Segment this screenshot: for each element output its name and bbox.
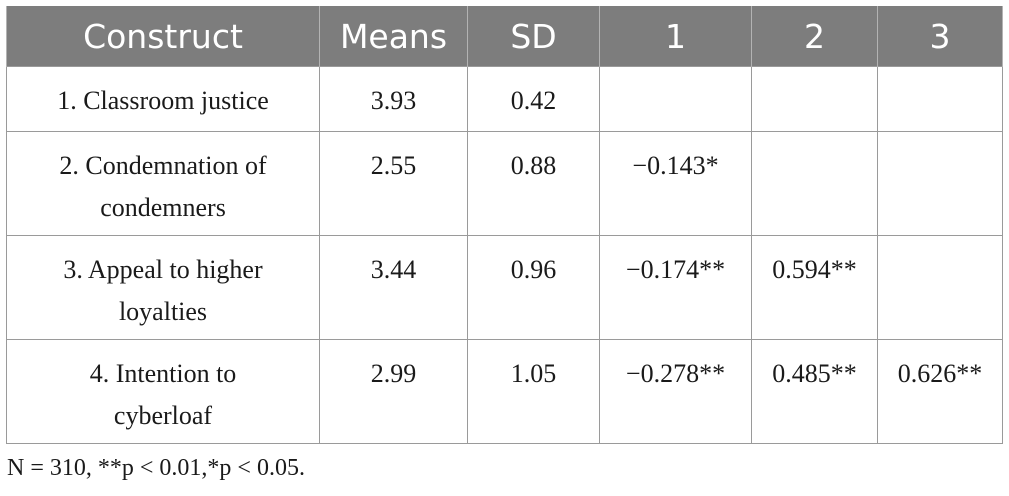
- cell-sd: 1.05: [467, 339, 600, 444]
- header-col-3: 3: [877, 6, 1003, 67]
- header-means: Means: [319, 6, 468, 67]
- table-row: 4. Intention to cyberloaf 2.99 1.05 −0.2…: [6, 339, 1003, 444]
- cell-construct: 4. Intention to cyberloaf: [6, 339, 320, 444]
- cell-construct: 3. Appeal to higher loyalties: [6, 235, 320, 340]
- cell-corr-1: −0.278**: [599, 339, 752, 444]
- cell-mean: 2.55: [319, 131, 468, 236]
- cell-corr-1: −0.143*: [599, 131, 752, 236]
- cell-mean: 2.99: [319, 339, 468, 444]
- cell-corr-3: [877, 235, 1003, 340]
- cell-corr-1: [599, 66, 752, 132]
- cell-sd: 0.42: [467, 66, 600, 132]
- table-row: 1. Classroom justice 3.93 0.42: [6, 66, 1003, 132]
- table-footnote: N = 310, **p < 0.01,*p < 0.05.: [7, 455, 305, 481]
- table-row: 2. Condemnation of condemners 2.55 0.88 …: [6, 131, 1003, 236]
- table-row: 3. Appeal to higher loyalties 3.44 0.96 …: [6, 235, 1003, 340]
- cell-corr-3: [877, 66, 1003, 132]
- cell-construct: 2. Condemnation of condemners: [6, 131, 320, 236]
- header-col-2: 2: [751, 6, 878, 67]
- cell-construct: 1. Classroom justice: [6, 66, 320, 132]
- cell-corr-3: 0.626**: [877, 339, 1003, 444]
- cell-corr-2: [751, 66, 878, 132]
- header-sd: SD: [467, 6, 600, 67]
- cell-sd: 0.96: [467, 235, 600, 340]
- correlation-table: Construct Means SD 1 2 3 1. Classroom ju…: [6, 6, 1003, 444]
- cell-corr-1: −0.174**: [599, 235, 752, 340]
- cell-mean: 3.93: [319, 66, 468, 132]
- header-construct: Construct: [6, 6, 320, 67]
- header-row: Construct Means SD 1 2 3: [6, 6, 1003, 67]
- cell-mean: 3.44: [319, 235, 468, 340]
- cell-corr-2: [751, 131, 878, 236]
- cell-corr-2: 0.485**: [751, 339, 878, 444]
- cell-corr-3: [877, 131, 1003, 236]
- header-col-1: 1: [599, 6, 752, 67]
- cell-corr-2: 0.594**: [751, 235, 878, 340]
- cell-sd: 0.88: [467, 131, 600, 236]
